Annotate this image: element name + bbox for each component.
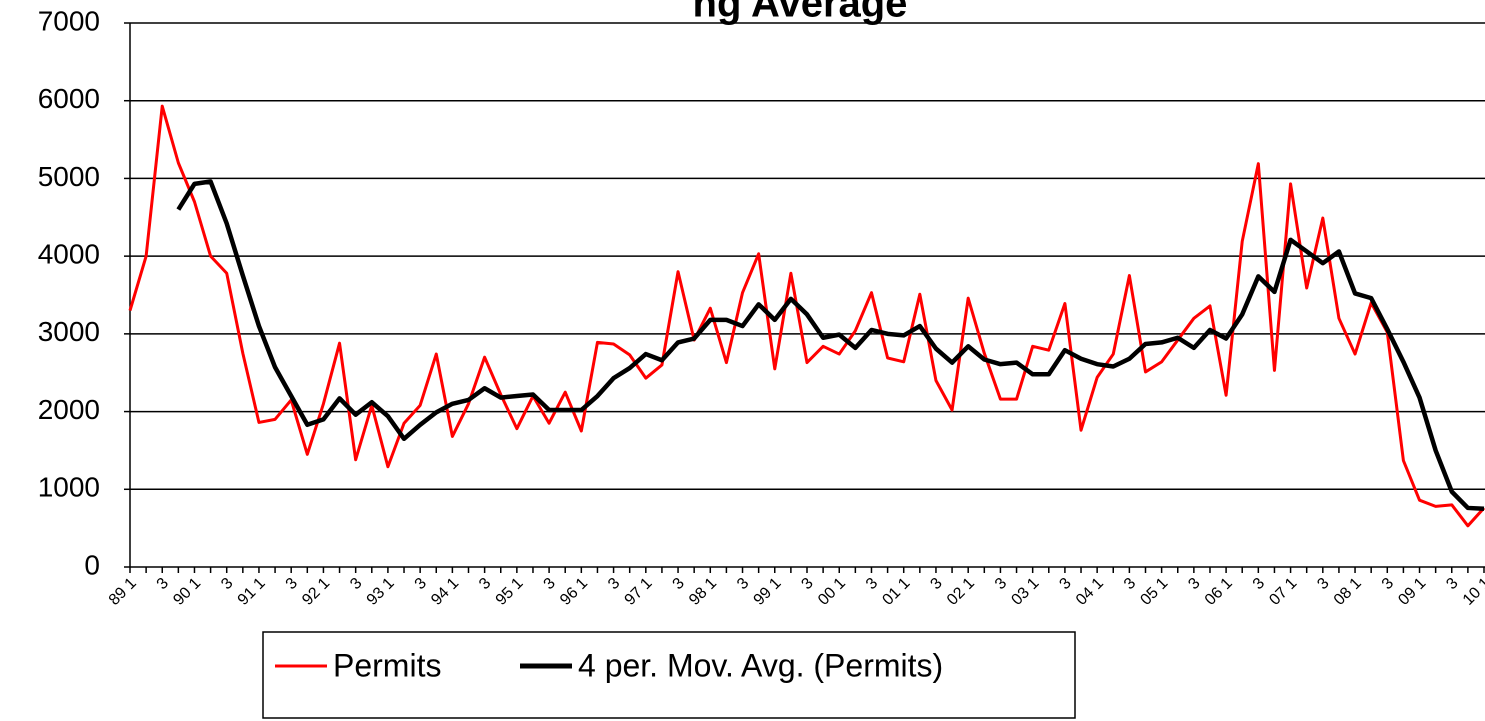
x-tick-label: 3 — [1379, 575, 1397, 593]
x-tick-label: 08 1 — [1331, 575, 1365, 609]
x-tick-label: 10 1 — [1460, 575, 1485, 609]
y-tick-label: 4000 — [38, 239, 100, 270]
x-tick-label: 3 — [1250, 575, 1268, 593]
x-tick-label: 02 1 — [944, 575, 978, 609]
chart-title: ng Average — [693, 0, 908, 26]
x-tick-label: 93 1 — [364, 575, 398, 609]
x-tick-label: 3 — [605, 575, 623, 593]
legend-label: Permits — [333, 647, 441, 683]
y-tick-label: 1000 — [38, 472, 100, 503]
x-tick-label: 3 — [1056, 575, 1074, 593]
x-tick-label: 95 1 — [493, 575, 527, 609]
x-tick-label: 3 — [734, 575, 752, 593]
y-tick-label: 2000 — [38, 394, 100, 425]
x-tick-label: 3 — [1314, 575, 1332, 593]
x-tick-label: 3 — [1443, 575, 1461, 593]
x-tick-label: 98 1 — [686, 575, 720, 609]
x-tick-label: 3 — [218, 575, 236, 593]
x-tick-label: 91 1 — [235, 575, 269, 609]
x-tick-label: 01 1 — [879, 575, 913, 609]
x-tick-label: 05 1 — [1137, 575, 1171, 609]
x-tick-label: 92 1 — [299, 575, 333, 609]
x-tick-label: 3 — [347, 575, 365, 593]
x-tick-label: 3 — [541, 575, 559, 593]
y-tick-label: 7000 — [38, 5, 100, 36]
x-tick-label: 00 1 — [815, 575, 849, 609]
x-tick-label: 89 1 — [106, 575, 140, 609]
x-tick-label: 03 1 — [1008, 575, 1042, 609]
x-tick-label: 3 — [154, 575, 172, 593]
x-tick-label: 99 1 — [751, 575, 785, 609]
y-tick-label: 5000 — [38, 161, 100, 192]
legend-label: 4 per. Mov. Avg. (Permits) — [578, 647, 943, 683]
x-tick-label: 3 — [863, 575, 881, 593]
x-tick-label: 04 1 — [1073, 575, 1107, 609]
x-tick-label: 3 — [1185, 575, 1203, 593]
x-tick-label: 94 1 — [428, 575, 462, 609]
x-tick-label: 3 — [476, 575, 494, 593]
y-tick-label: 3000 — [38, 316, 100, 347]
legend-box — [262, 631, 1076, 719]
x-tick-label: 97 1 — [622, 575, 656, 609]
x-tick-label: 3 — [927, 575, 945, 593]
series-line — [176, 179, 1485, 511]
x-tick-label: 06 1 — [1202, 575, 1236, 609]
y-tick-label: 0 — [84, 549, 100, 580]
x-tick-label: 3 — [670, 575, 688, 593]
x-tick-label: 90 1 — [170, 575, 204, 609]
x-tick-label: 09 1 — [1395, 575, 1429, 609]
x-tick-label: 3 — [283, 575, 301, 593]
x-tick-label: 07 1 — [1266, 575, 1300, 609]
x-tick-label: 3 — [992, 575, 1010, 593]
x-tick-label: 3 — [798, 575, 816, 593]
y-tick-label: 6000 — [38, 83, 100, 114]
series-line — [128, 104, 1485, 528]
x-tick-label: 96 1 — [557, 575, 591, 609]
x-tick-label: 3 — [1121, 575, 1139, 593]
x-tick-label: 3 — [412, 575, 430, 593]
